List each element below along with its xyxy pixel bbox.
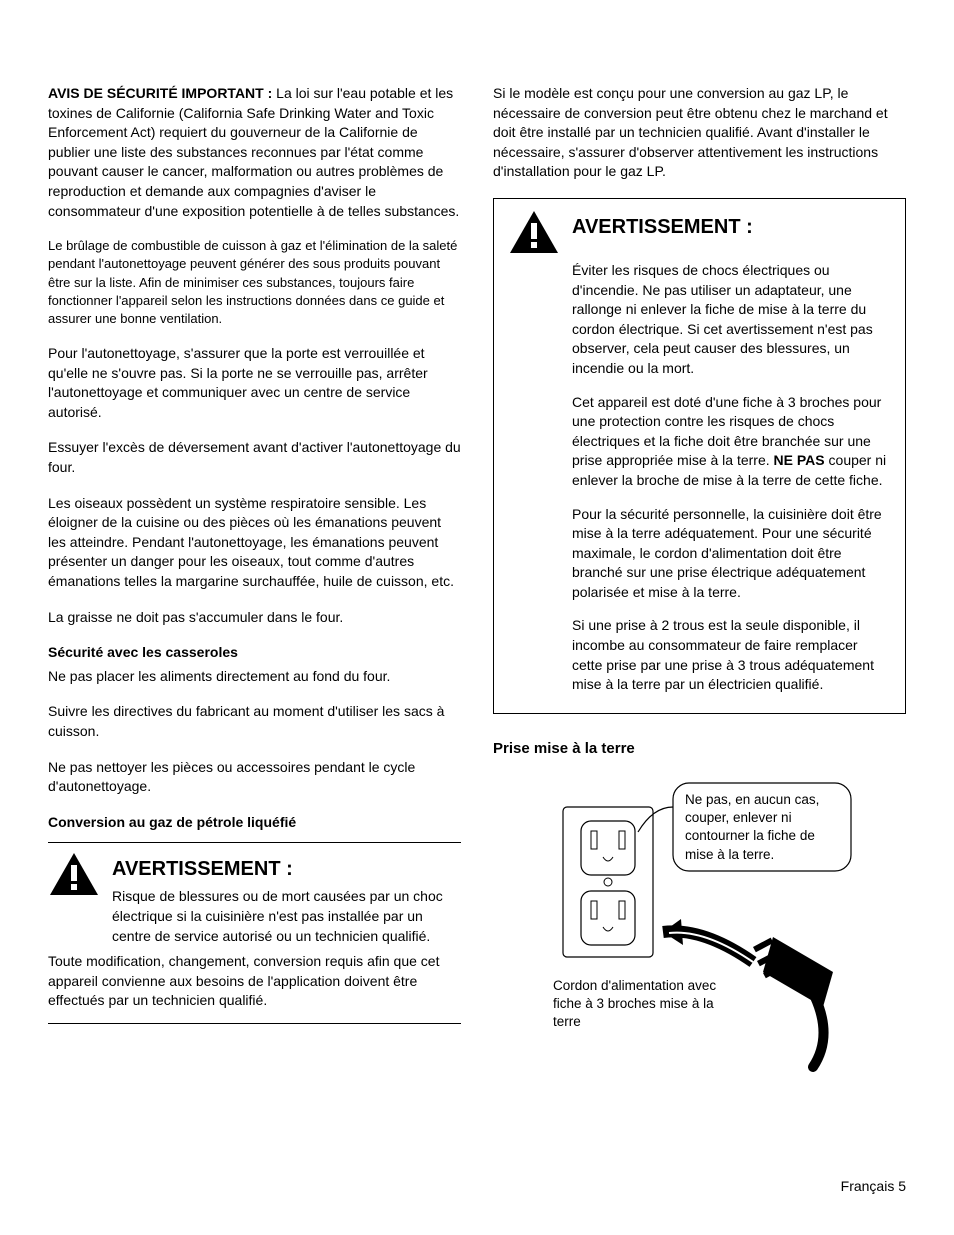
warning-p2-bold: NE PAS — [774, 452, 825, 468]
outlet-diagram: Ne pas, en aucun cas, couper, enlever ni… — [553, 777, 873, 1077]
heading-cookware-safety: Sécurité avec les casseroles — [48, 643, 461, 663]
warning-triangle-icon — [508, 209, 560, 255]
warning-block-lp: AVERTISSEMENT : Risque de blessures ou d… — [48, 842, 461, 1024]
heading-lp-conversion: Conversion au gaz de pétrole liquéfié — [48, 813, 461, 833]
paragraph-no-food-bottom: Ne pas placer les aliments directement a… — [48, 667, 461, 687]
warning-electrical-p2: Cet appareil est doté d'une fiche à 3 br… — [572, 393, 891, 491]
paragraph-combustion: Le brûlage de combustible de cuisson à g… — [48, 237, 461, 328]
callout-do-not-remove: Ne pas, en aucun cas, couper, enlever ni… — [685, 791, 841, 864]
page-footer: Français 5 — [841, 1177, 906, 1197]
right-column: Si le modèle est conçu pour une conversi… — [493, 84, 906, 1077]
warning-electrical-p1: Éviter les risques de chocs électriques … — [572, 261, 891, 379]
paragraph-grease: La graisse ne doit pas s'accumuler dans … — [48, 608, 461, 628]
warning-title: AVERTISSEMENT : — [112, 855, 461, 883]
safety-notice-text: La loi sur l'eau potable et les toxines … — [48, 85, 459, 219]
paragraph-cooking-bags: Suivre les directives du fabricant au mo… — [48, 702, 461, 741]
safety-notice-paragraph: AVIS DE SÉCURITÉ IMPORTANT : La loi sur … — [48, 84, 461, 221]
paragraph-birds: Les oiseaux possèdent un système respira… — [48, 494, 461, 592]
paragraph-lp-kit: Si le modèle est conçu pour une conversi… — [493, 84, 906, 182]
warning-body-2: Toute modification, changement, conversi… — [48, 952, 461, 1011]
warning-box-electrical: AVERTISSEMENT : Éviter les risques de ch… — [493, 198, 906, 714]
warning-triangle-icon — [48, 851, 100, 897]
safety-notice-label: AVIS DE SÉCURITÉ IMPORTANT : — [48, 85, 272, 101]
left-column: AVIS DE SÉCURITÉ IMPORTANT : La loi sur … — [48, 84, 461, 1077]
warning-electrical-p3: Pour la sécurité personnelle, la cuisini… — [572, 505, 891, 603]
warning-electrical-p4: Si une prise à 2 trous est la seule disp… — [572, 616, 891, 694]
paragraph-selfclean-door: Pour l'autonettoyage, s'assurer que la p… — [48, 344, 461, 422]
warning-title: AVERTISSEMENT : — [572, 213, 753, 241]
paragraph-no-clean-during-cycle: Ne pas nettoyer les pièces ou accessoire… — [48, 758, 461, 797]
paragraph-wipe-spills: Essuyer l'excès de déversement avant d'a… — [48, 438, 461, 477]
warning-body-1: Risque de blessures ou de mort causées p… — [112, 887, 461, 946]
callout-cord-label: Cordon d'alimentation avec fiche à 3 bro… — [553, 977, 723, 1032]
heading-grounded-outlet: Prise mise à la terre — [493, 738, 906, 759]
